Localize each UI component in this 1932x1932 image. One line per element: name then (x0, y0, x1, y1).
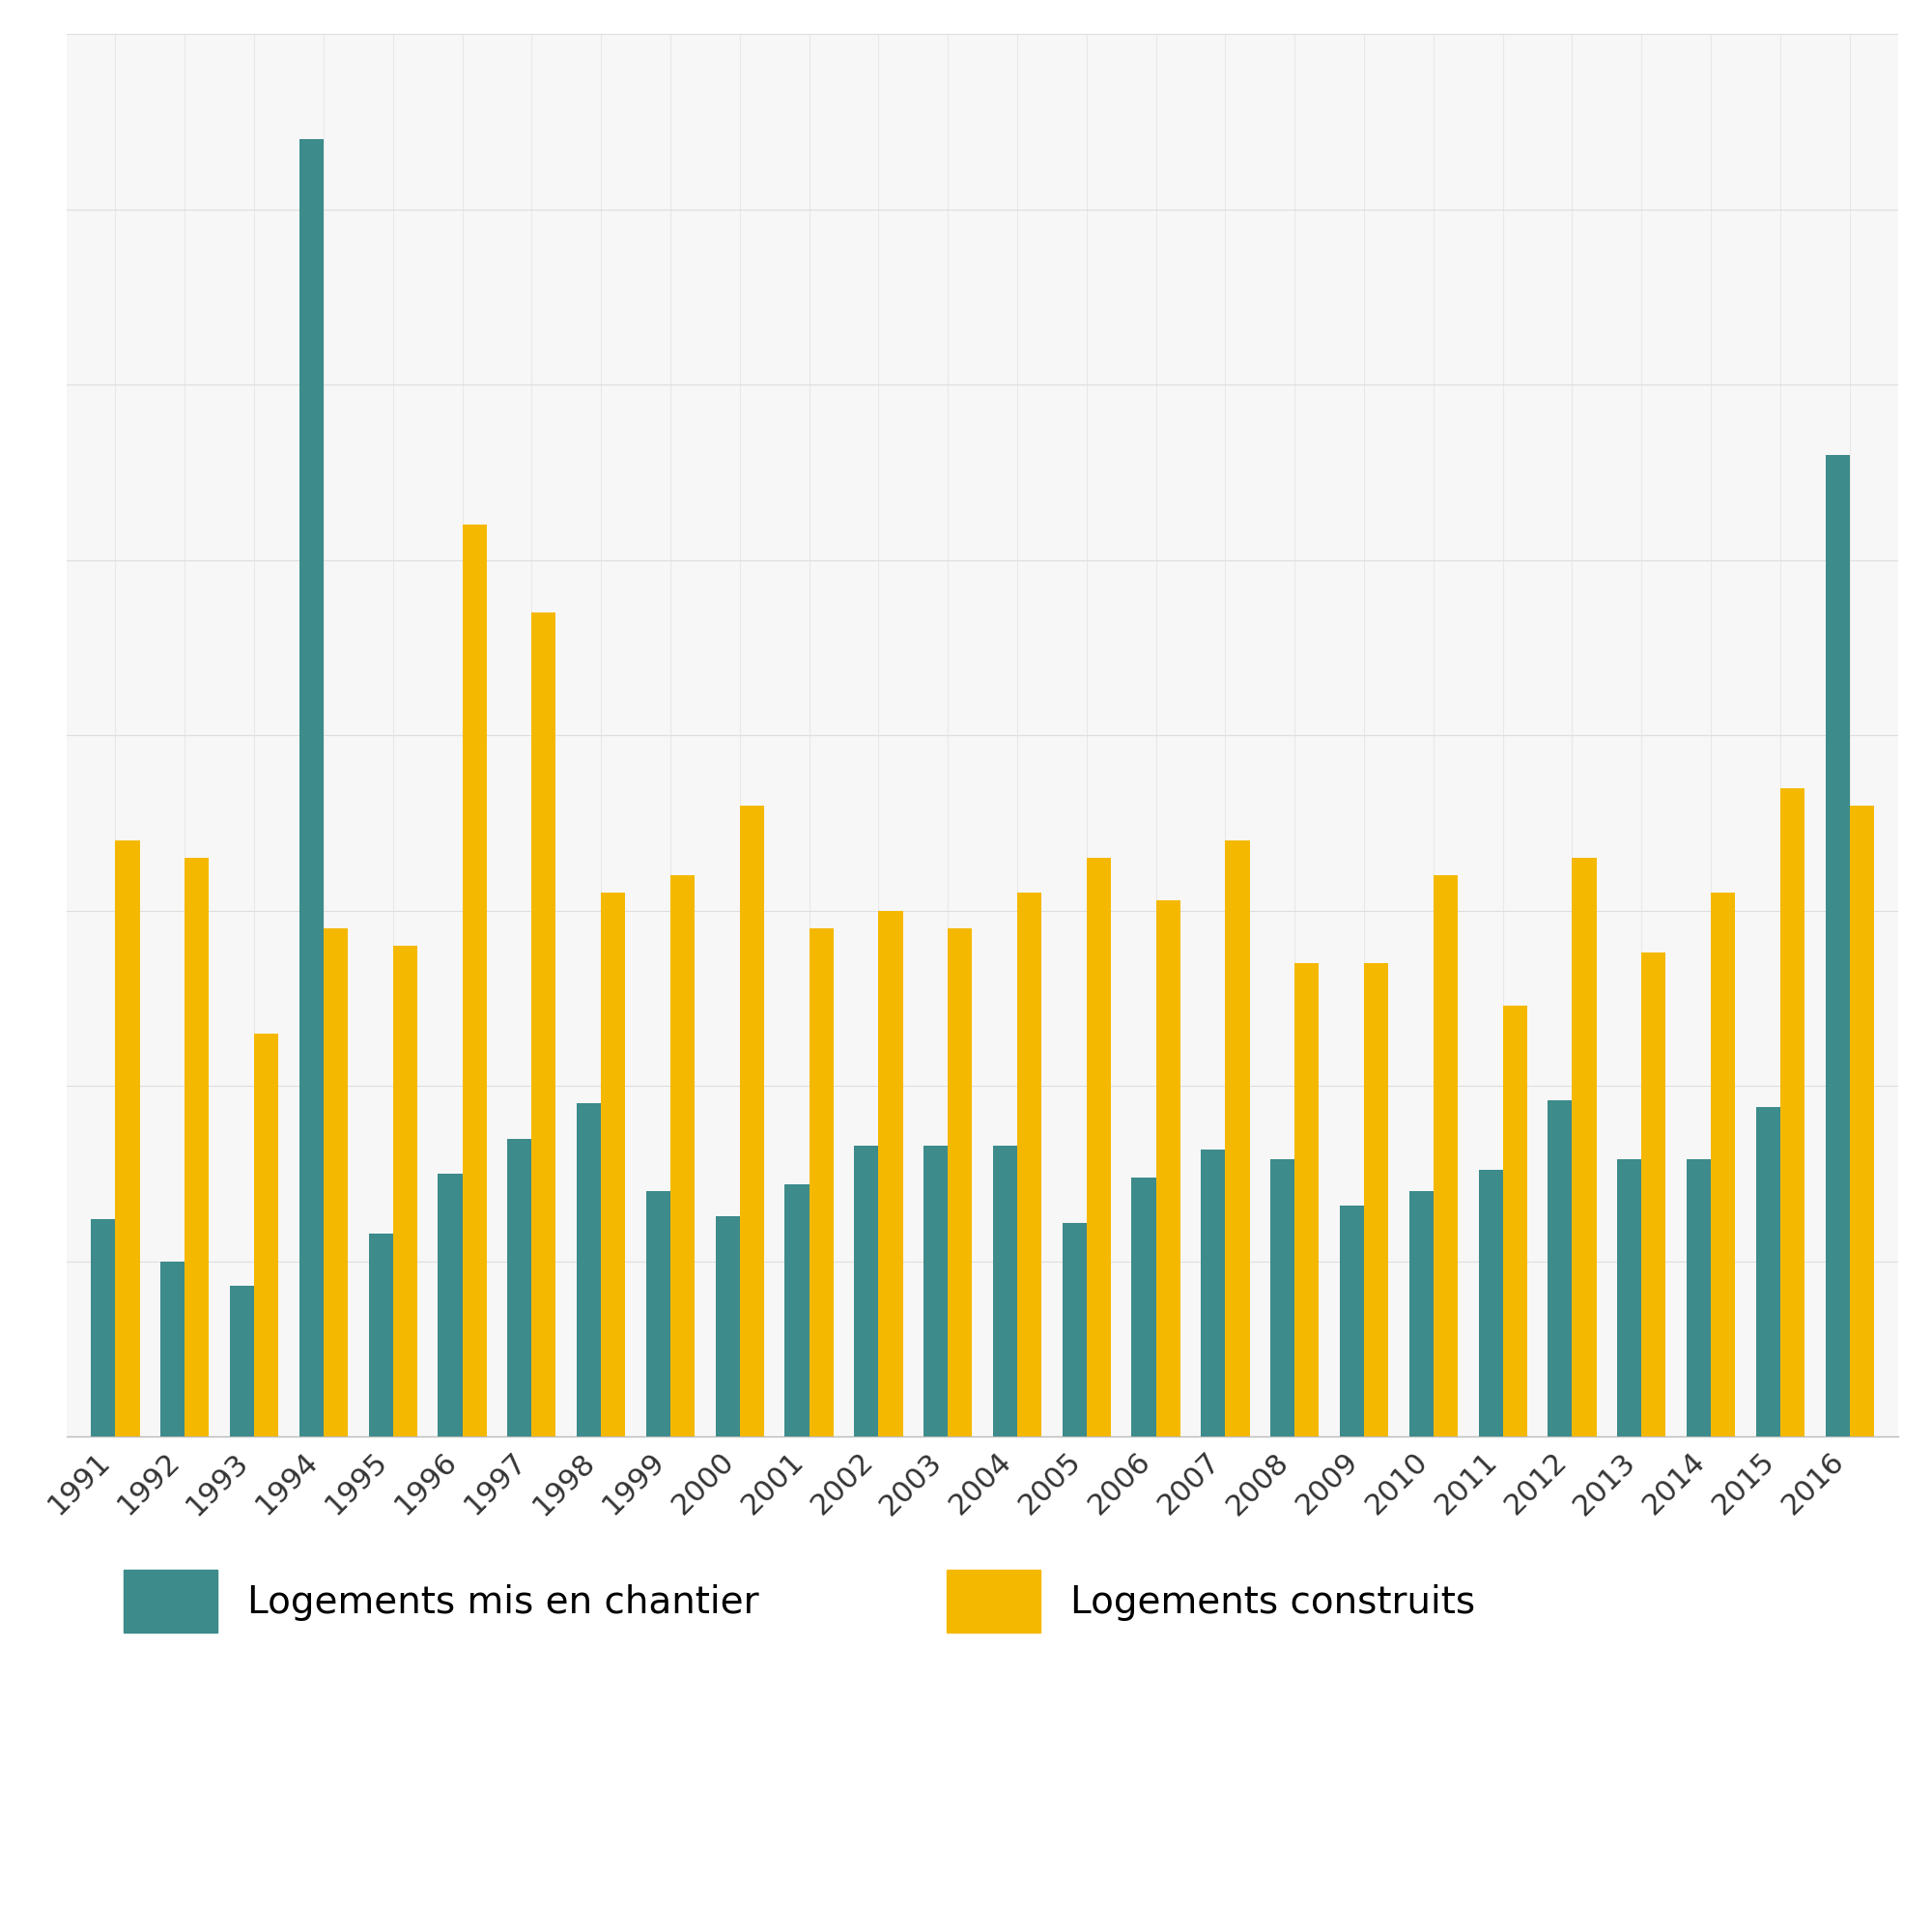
Bar (1617, 1159, 1642, 1437)
Bar (1687, 1159, 1712, 1437)
Bar (810, 927, 833, 1437)
Bar (1063, 1223, 1086, 1437)
Bar (993, 1146, 1018, 1437)
Bar (601, 893, 626, 1437)
Bar (1018, 893, 1041, 1437)
Bar (1756, 1107, 1779, 1437)
Bar (1503, 1005, 1526, 1437)
Bar (1155, 900, 1180, 1437)
Bar (1642, 952, 1665, 1437)
Bar (578, 1103, 601, 1437)
Bar (462, 526, 487, 1437)
Bar (949, 927, 972, 1437)
Bar (1478, 1171, 1503, 1437)
Bar (1271, 1159, 1294, 1437)
Bar (715, 1215, 740, 1437)
Bar (255, 1034, 278, 1437)
Bar (230, 1287, 255, 1437)
Bar (531, 612, 556, 1437)
Bar (91, 1219, 116, 1437)
Bar (369, 1233, 392, 1437)
Bar (1225, 840, 1250, 1437)
Bar (1779, 788, 1804, 1437)
Bar (1548, 1099, 1573, 1437)
Bar (1826, 454, 1849, 1437)
Bar (160, 1262, 185, 1437)
Bar (299, 139, 323, 1437)
Bar (1202, 1150, 1225, 1437)
Bar (1434, 875, 1459, 1437)
Bar (1339, 1206, 1364, 1437)
Bar (1294, 964, 1320, 1437)
Bar (1712, 893, 1735, 1437)
Bar (879, 910, 902, 1437)
Bar (740, 806, 763, 1437)
Bar (323, 927, 348, 1437)
Bar (1573, 858, 1596, 1437)
Bar (508, 1138, 531, 1437)
Bar (854, 1146, 879, 1437)
Bar (1408, 1192, 1434, 1437)
Bar (392, 945, 417, 1437)
Bar (645, 1192, 670, 1437)
Legend: Logements mis en chantier, Logements construits: Logements mis en chantier, Logements con… (85, 1532, 1513, 1671)
Bar (784, 1184, 810, 1437)
Bar (116, 840, 139, 1437)
Bar (1132, 1177, 1155, 1437)
Bar (185, 858, 209, 1437)
Bar (670, 875, 696, 1437)
Bar (439, 1173, 462, 1437)
Bar (1086, 858, 1111, 1437)
Bar (1364, 964, 1389, 1437)
Bar (1849, 806, 1874, 1437)
Bar (923, 1146, 949, 1437)
